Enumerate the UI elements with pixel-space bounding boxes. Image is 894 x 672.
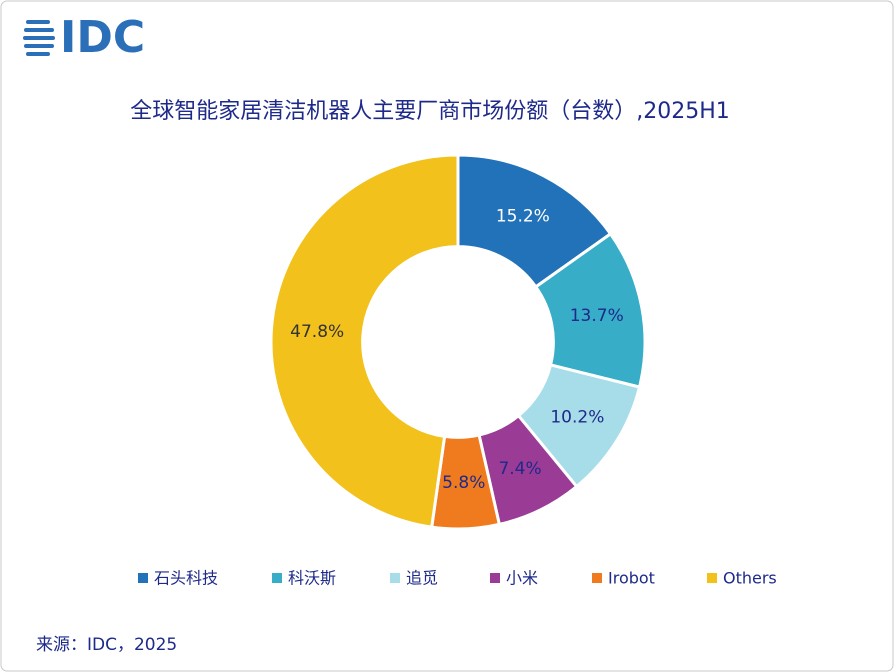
legend-swatch — [390, 573, 400, 583]
data-label: 7.4% — [498, 459, 541, 479]
legend-label: 小米 — [506, 569, 538, 588]
chart-title: 全球智能家居清洁机器人主要厂商市场份额（台数）,2025H1 — [130, 99, 730, 124]
data-label: 5.8% — [442, 473, 485, 493]
legend-swatch — [592, 573, 602, 583]
legend-swatch — [707, 573, 717, 583]
legend-swatch — [490, 573, 500, 583]
logo-icon — [23, 20, 55, 56]
legend-label: Irobot — [608, 569, 655, 588]
legend-label: 科沃斯 — [288, 569, 336, 588]
data-label: 13.7% — [570, 306, 624, 326]
source: 来源：IDC，2025 — [36, 635, 177, 655]
legend-swatch — [138, 573, 148, 583]
legend-label: 追觅 — [406, 569, 438, 588]
logo-text: IDC — [60, 12, 145, 63]
data-label: 47.8% — [290, 322, 344, 342]
data-label: 15.2% — [496, 207, 550, 227]
legend-label: Others — [723, 569, 777, 588]
pie-slice — [269, 153, 460, 529]
legend-label: 石头科技 — [154, 569, 218, 588]
legend-swatch — [272, 573, 282, 583]
data-label: 10.2% — [550, 407, 604, 427]
